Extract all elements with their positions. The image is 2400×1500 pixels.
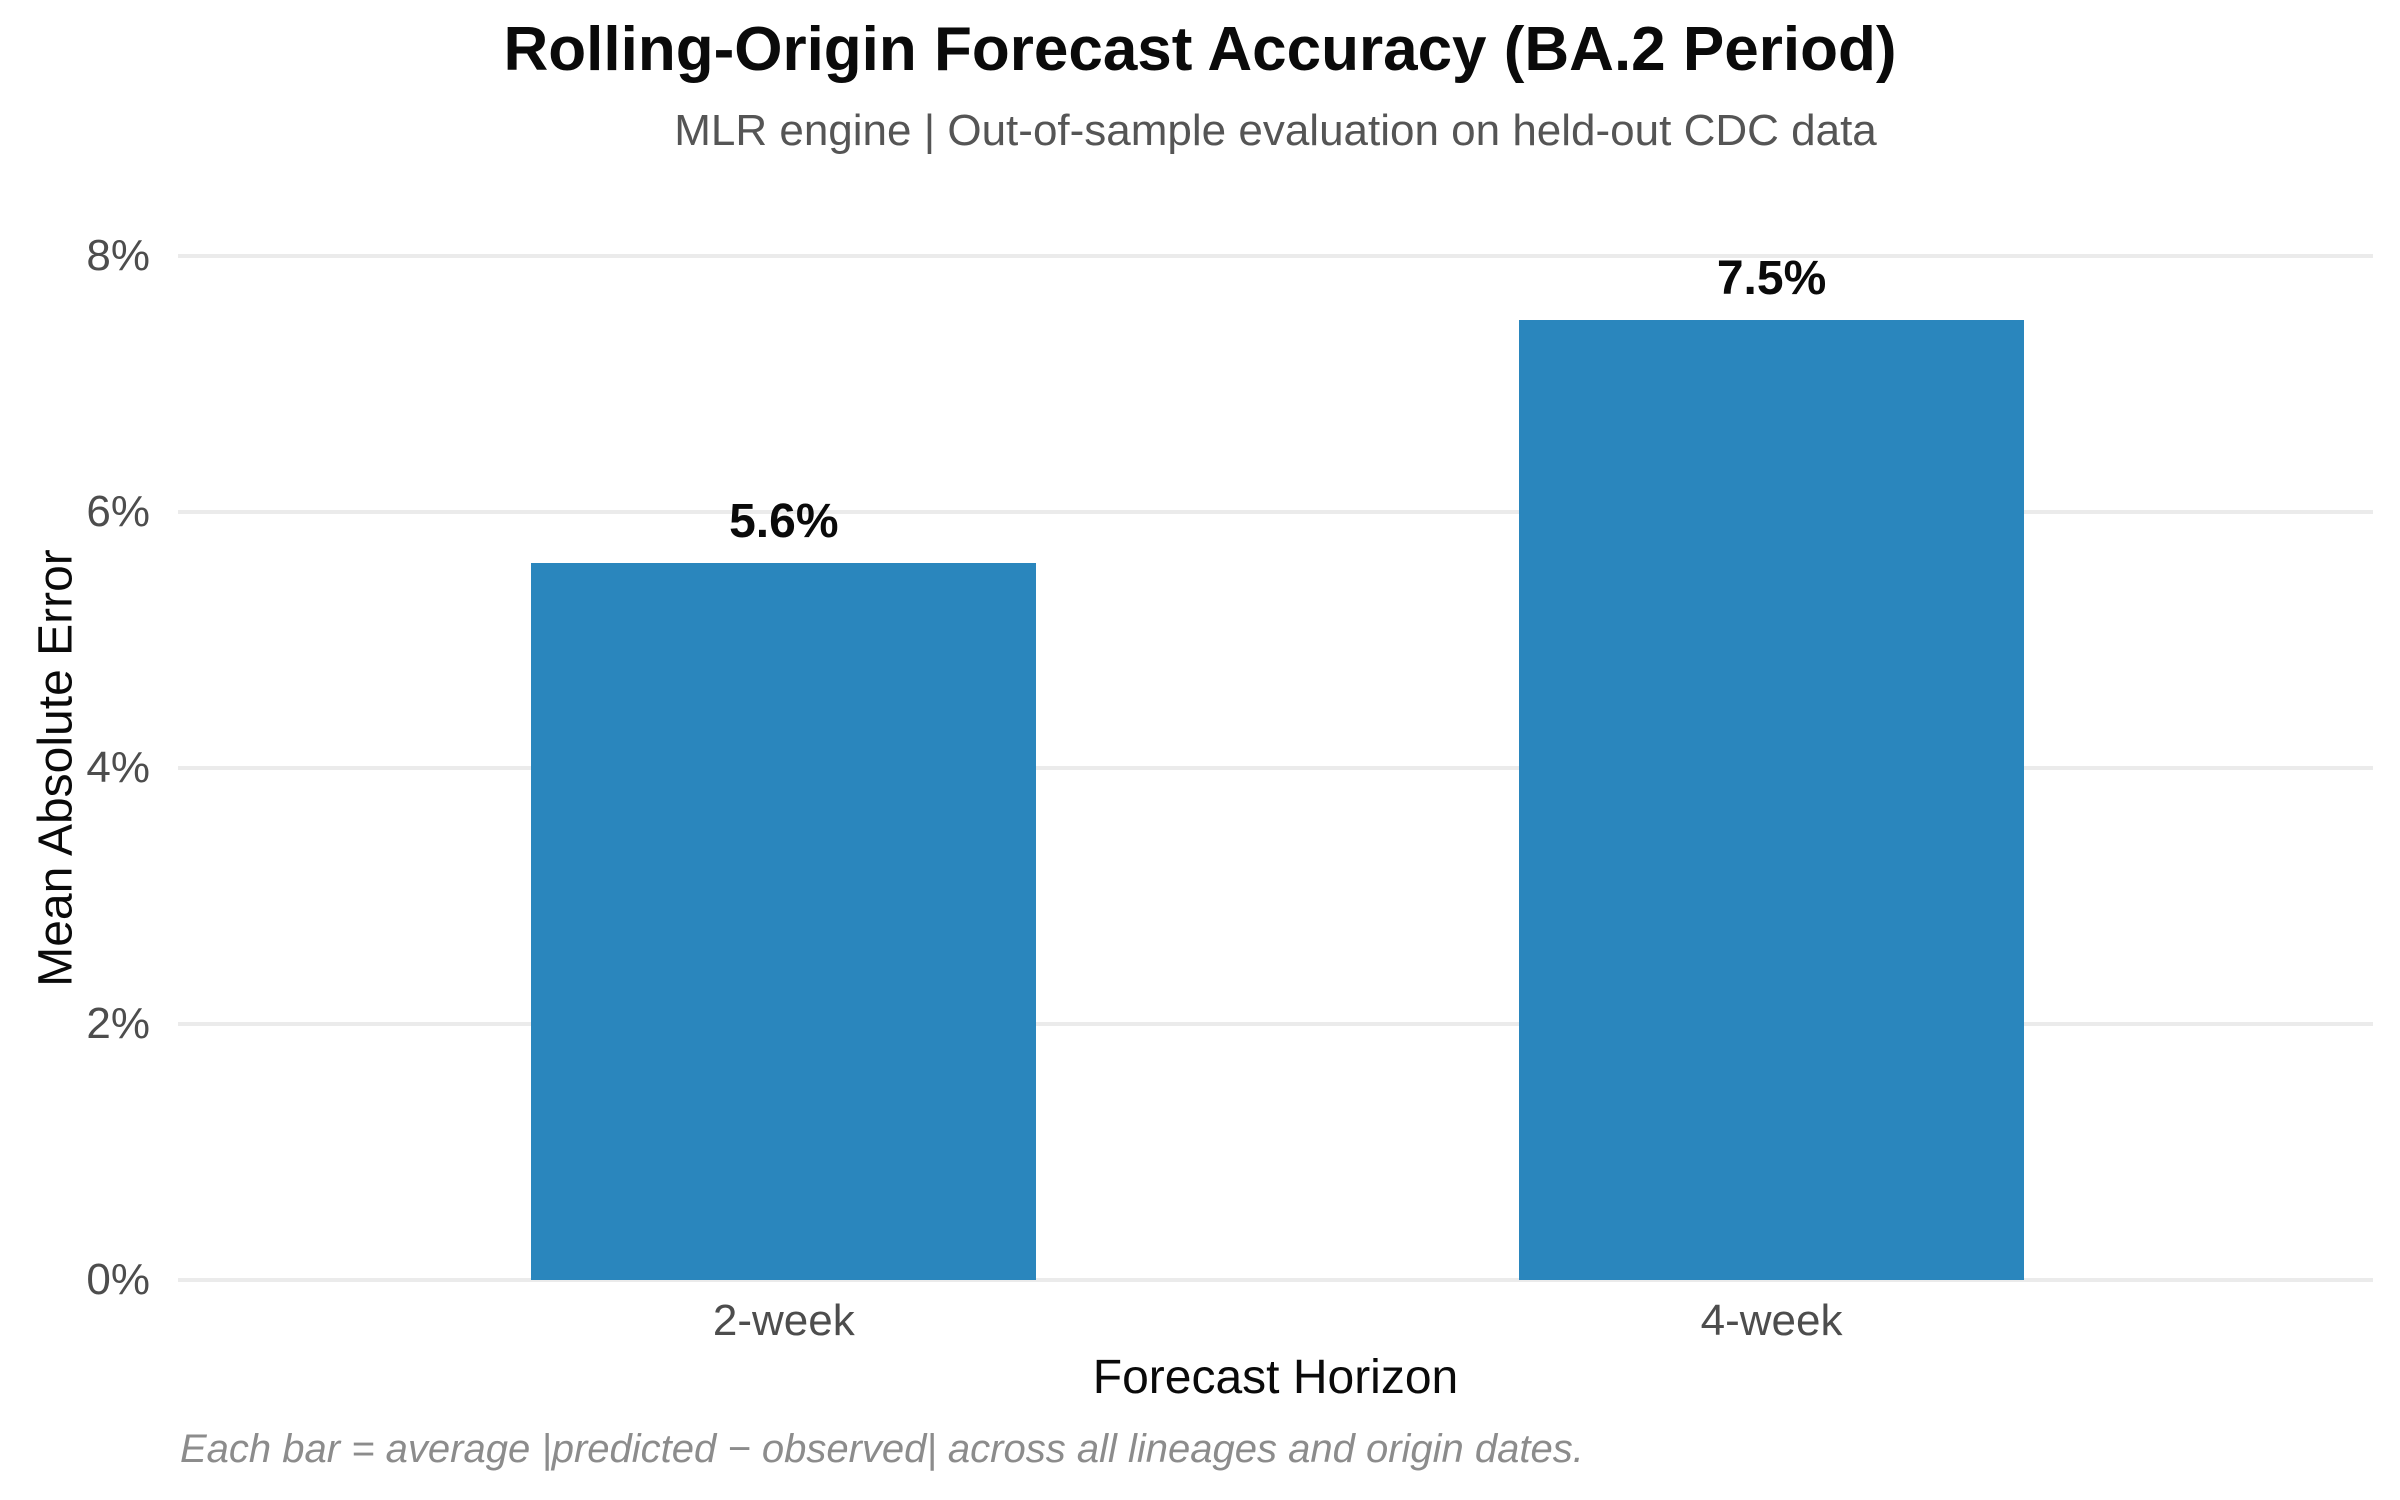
y-tick-label: 2% xyxy=(86,999,150,1048)
y-tick-label: 6% xyxy=(86,487,150,536)
bar-value-label: 5.6% xyxy=(729,495,839,549)
gridline xyxy=(178,1022,2373,1026)
gridline xyxy=(178,766,2373,770)
y-tick-label: 4% xyxy=(86,743,150,792)
x-tick-label: 4-week xyxy=(1700,1296,1843,1345)
y-tick-label: 0% xyxy=(86,1255,150,1304)
chart-title: Rolling-Origin Forecast Accuracy (BA.2 P… xyxy=(503,15,1897,84)
plot-area: 5.6% 7.5% xyxy=(178,252,2373,1282)
bar-4-week xyxy=(1519,320,2024,1280)
gridline xyxy=(178,254,2373,258)
y-tick-label: 8% xyxy=(86,231,150,280)
gridline xyxy=(178,510,2373,514)
gridline xyxy=(178,1278,2373,1282)
chart-subtitle: MLR engine | Out-of-sample evaluation on… xyxy=(674,106,1877,155)
x-axis-title: Forecast Horizon xyxy=(1092,1351,1459,1404)
bar-2-week xyxy=(531,563,1037,1280)
bar-value-label: 7.5% xyxy=(1716,252,1827,305)
footnote: Each bar = average |predicted − observed… xyxy=(180,1427,1584,1471)
y-axis-tick-labels: 0% 2% 4% 6% 8% xyxy=(0,231,150,1304)
x-tick-label: 2-week xyxy=(712,1296,855,1345)
x-axis-tick-labels: 2-week 4-week xyxy=(178,1296,2373,1352)
